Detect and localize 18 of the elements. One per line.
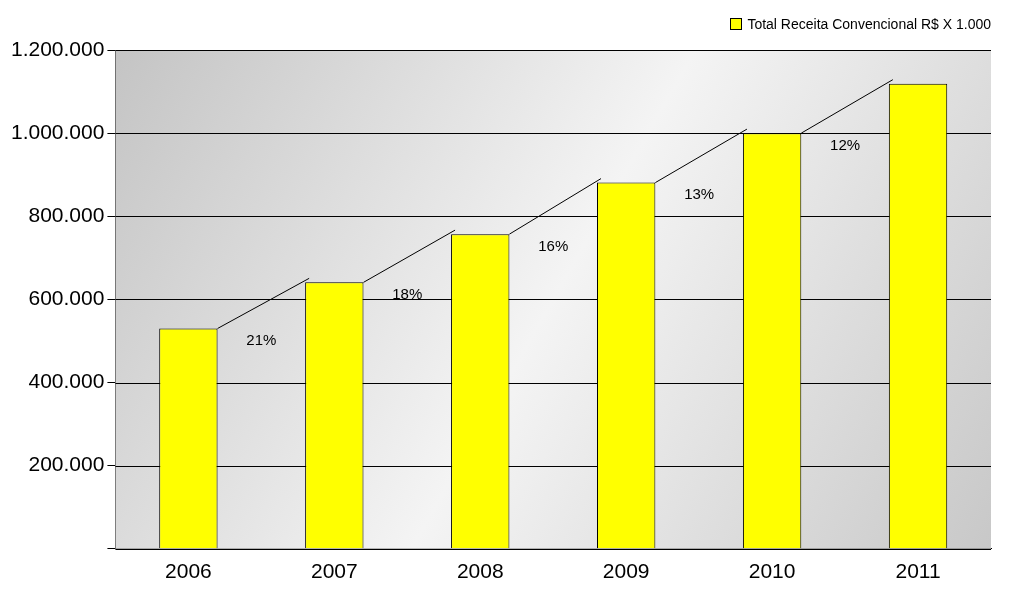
x-tick-label: 2011 xyxy=(895,559,941,583)
annotation: 16% xyxy=(538,236,569,254)
x-tick-label: 2008 xyxy=(456,559,504,583)
y-tick-label: 600.000 xyxy=(28,286,105,310)
text: Total Receita Convencional R$ X 1.000 xyxy=(747,16,991,32)
x-tick-label: 2007 xyxy=(310,559,358,583)
y-tick-label: 1.200.000 xyxy=(10,36,105,60)
x-tick-label: 2010 xyxy=(748,559,796,583)
annotation: 13% xyxy=(684,185,715,203)
annotation: 18% xyxy=(392,285,423,302)
y-tick-label: 200.000 xyxy=(28,452,105,476)
annotation: 12% xyxy=(830,135,861,153)
y-tick-label: 800.000 xyxy=(28,203,105,227)
x-tick-label: 2006 xyxy=(165,559,212,583)
y-tick-label: 1.000.000 xyxy=(10,119,105,143)
annotation: 21% xyxy=(246,331,277,349)
y-tick-label: 400.000 xyxy=(28,369,105,393)
x-tick-label: 2009 xyxy=(602,559,650,583)
